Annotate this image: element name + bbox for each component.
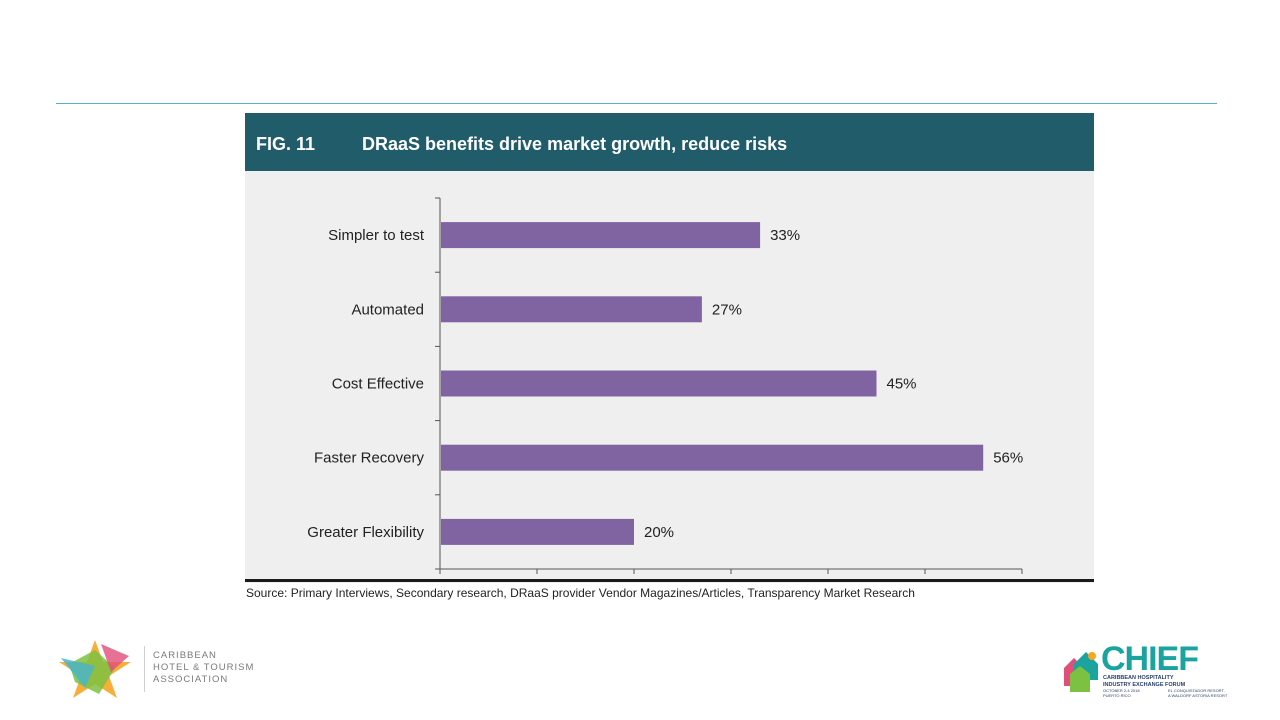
figure-header: FIG. 11 DRaaS benefits drive market grow… <box>245 113 1094 171</box>
chief-house-icon <box>1064 652 1098 692</box>
figure-panel: FIG. 11 DRaaS benefits drive market grow… <box>245 113 1094 583</box>
chief-logo-date: OCTOBER 2-4 2018 PUERTO RICO <box>1103 688 1140 698</box>
bar <box>441 222 761 249</box>
figure-title: DRaaS benefits drive market growth, redu… <box>362 134 788 154</box>
chief-logo-venue: EL CONQUISTADOR RESORT, A WALDORF ASTORI… <box>1168 688 1228 698</box>
chta-star-logo <box>59 640 131 698</box>
logo-divider <box>144 646 145 692</box>
data-label: 56% <box>993 450 1023 467</box>
category-label: Automated <box>351 301 424 318</box>
source-note: Source: Primary Interviews, Secondary re… <box>246 586 915 600</box>
figure-number: FIG. 11 <box>256 134 316 154</box>
category-label: Greater Flexibility <box>307 524 424 541</box>
bar <box>441 296 702 323</box>
data-label: 27% <box>712 301 742 318</box>
bar <box>441 370 877 397</box>
bar <box>441 444 984 471</box>
category-label: Simpler to test <box>328 227 425 244</box>
chta-logo-text: CARIBBEAN HOTEL & TOURISM ASSOCIATION <box>153 650 255 685</box>
chief-logo-word: CHIEF <box>1101 640 1199 678</box>
chief-logo-subtitle: CARIBBEAN HOSPITALITY INDUSTRY EXCHANGE … <box>1103 675 1186 688</box>
data-label: 45% <box>887 376 917 393</box>
bar <box>441 518 634 545</box>
top-divider-line <box>56 103 1217 104</box>
data-label: 20% <box>644 524 674 541</box>
data-label: 33% <box>770 227 800 244</box>
bar-chart: 0%10%20%30%40%50%60%Simpler to test33%Au… <box>307 197 1023 574</box>
category-label: Faster Recovery <box>314 450 425 467</box>
category-label: Cost Effective <box>332 376 424 393</box>
figure-bottom-rule <box>245 579 1094 582</box>
